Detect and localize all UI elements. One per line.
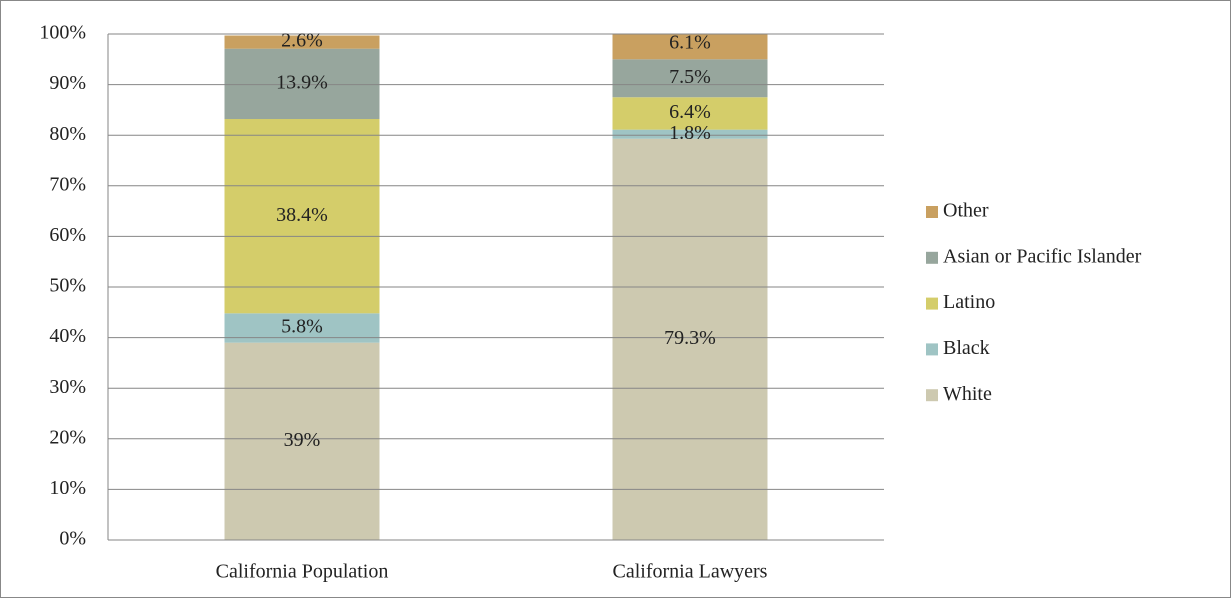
bar-segment (224, 35, 380, 49)
bar-segment (612, 97, 768, 130)
legend-label: Other (943, 200, 989, 222)
data-label: 79.3% (664, 327, 716, 349)
legend-label: White (943, 383, 992, 405)
y-tick-label: 80% (49, 123, 86, 145)
data-label: 5.8% (281, 316, 323, 338)
bar-segment (224, 48, 380, 120)
legend-swatch (926, 251, 938, 264)
legend-swatch (926, 297, 938, 310)
y-tick-label: 20% (49, 426, 86, 448)
y-tick-label: 0% (59, 528, 86, 550)
bar-segment (224, 342, 380, 540)
y-tick-label: 50% (49, 275, 86, 297)
y-tick-label: 100% (39, 22, 86, 44)
data-label: 1.8% (669, 122, 711, 144)
y-tick-label: 60% (49, 224, 86, 246)
bar-segment (612, 129, 768, 139)
data-label: 6.4% (669, 101, 711, 123)
data-label: 13.9% (276, 71, 328, 93)
bars (224, 34, 768, 540)
data-label: 2.6% (281, 30, 323, 52)
legend-label: Black (943, 337, 990, 359)
bar-segment (612, 59, 768, 98)
bar-segment (612, 34, 768, 60)
y-tick-label: 40% (49, 325, 86, 347)
data-label: 6.1% (669, 31, 711, 53)
y-tick-label: 30% (49, 376, 86, 398)
legend-swatch (926, 343, 938, 356)
bar-segment (224, 119, 380, 314)
y-tick-label: 70% (49, 173, 86, 195)
legend-swatch (926, 389, 938, 402)
legend-swatch (926, 206, 938, 218)
data-label: 38.4% (276, 204, 328, 226)
x-tick-label: California Lawyers (613, 561, 768, 583)
legend-label: Asian or Pacific Islander (943, 245, 1142, 267)
data-label: 39% (284, 429, 321, 451)
data-label: 7.5% (669, 66, 711, 88)
bar-segment (612, 138, 768, 540)
legend-label: Latino (943, 291, 995, 313)
y-tick-label: 90% (49, 72, 86, 94)
y-tick-label: 10% (49, 477, 86, 499)
x-tick-label: California Population (216, 561, 389, 583)
